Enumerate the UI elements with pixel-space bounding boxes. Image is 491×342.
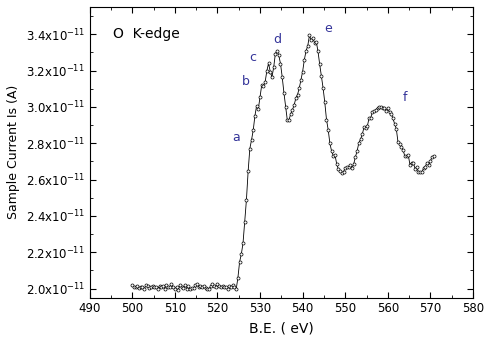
Text: a: a	[232, 131, 240, 144]
Text: f: f	[403, 91, 407, 104]
Text: b: b	[242, 75, 250, 88]
Text: c: c	[249, 51, 256, 64]
Text: d: d	[273, 33, 281, 46]
Text: O  K-edge: O K-edge	[112, 27, 179, 41]
X-axis label: B.E. ( eV): B.E. ( eV)	[249, 321, 314, 335]
Y-axis label: Sample Current Is (A): Sample Current Is (A)	[7, 85, 20, 220]
Text: e: e	[325, 22, 332, 35]
